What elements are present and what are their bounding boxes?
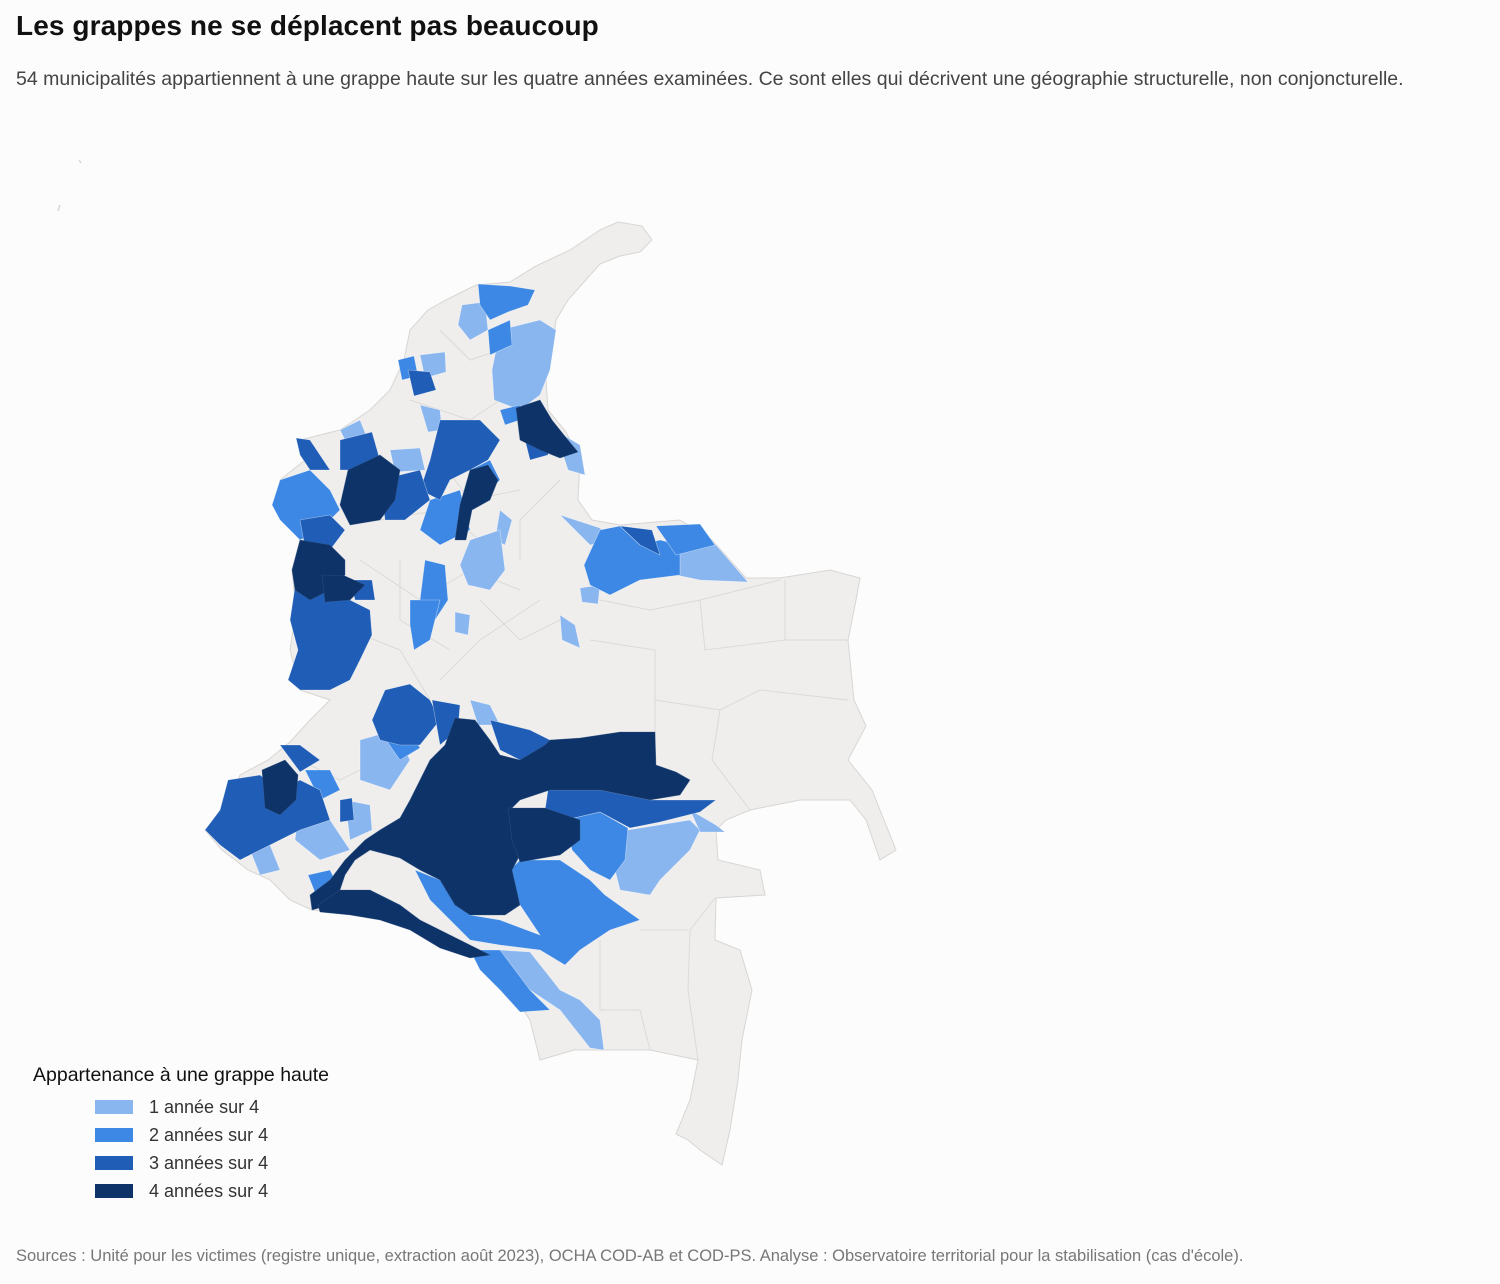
- page-title: Les grappes ne se déplacent pas beaucoup: [16, 10, 599, 41]
- legend-swatch: [95, 1184, 133, 1198]
- map-legend: Appartenance à une grappe haute 1 année …: [33, 1064, 329, 1205]
- class-4-areas: [261, 399, 691, 959]
- legend-swatch: [95, 1128, 133, 1142]
- legend-item: 3 années sur 4: [95, 1149, 329, 1177]
- page-subtitle: 54 municipalités appartiennent à une gra…: [16, 68, 1404, 90]
- legend-label: 3 années sur 4: [149, 1152, 269, 1173]
- choropleth-map: [57, 159, 897, 1166]
- legend-item: 1 année sur 4: [95, 1093, 329, 1121]
- legend-label: 4 années sur 4: [149, 1180, 269, 1201]
- legend-swatch: [95, 1156, 133, 1170]
- island-shape: [57, 204, 61, 212]
- legend-swatch: [95, 1100, 133, 1114]
- island-shape: [78, 159, 82, 164]
- legend-title: Appartenance à une grappe haute: [33, 1064, 329, 1086]
- legend-item: 4 années sur 4: [95, 1177, 329, 1205]
- legend-item: 2 années sur 4: [95, 1121, 329, 1149]
- legend-label: 1 année sur 4: [149, 1096, 260, 1117]
- source-note: Sources : Unité pour les victimes (regis…: [16, 1247, 1244, 1265]
- legend-label: 2 années sur 4: [149, 1124, 269, 1145]
